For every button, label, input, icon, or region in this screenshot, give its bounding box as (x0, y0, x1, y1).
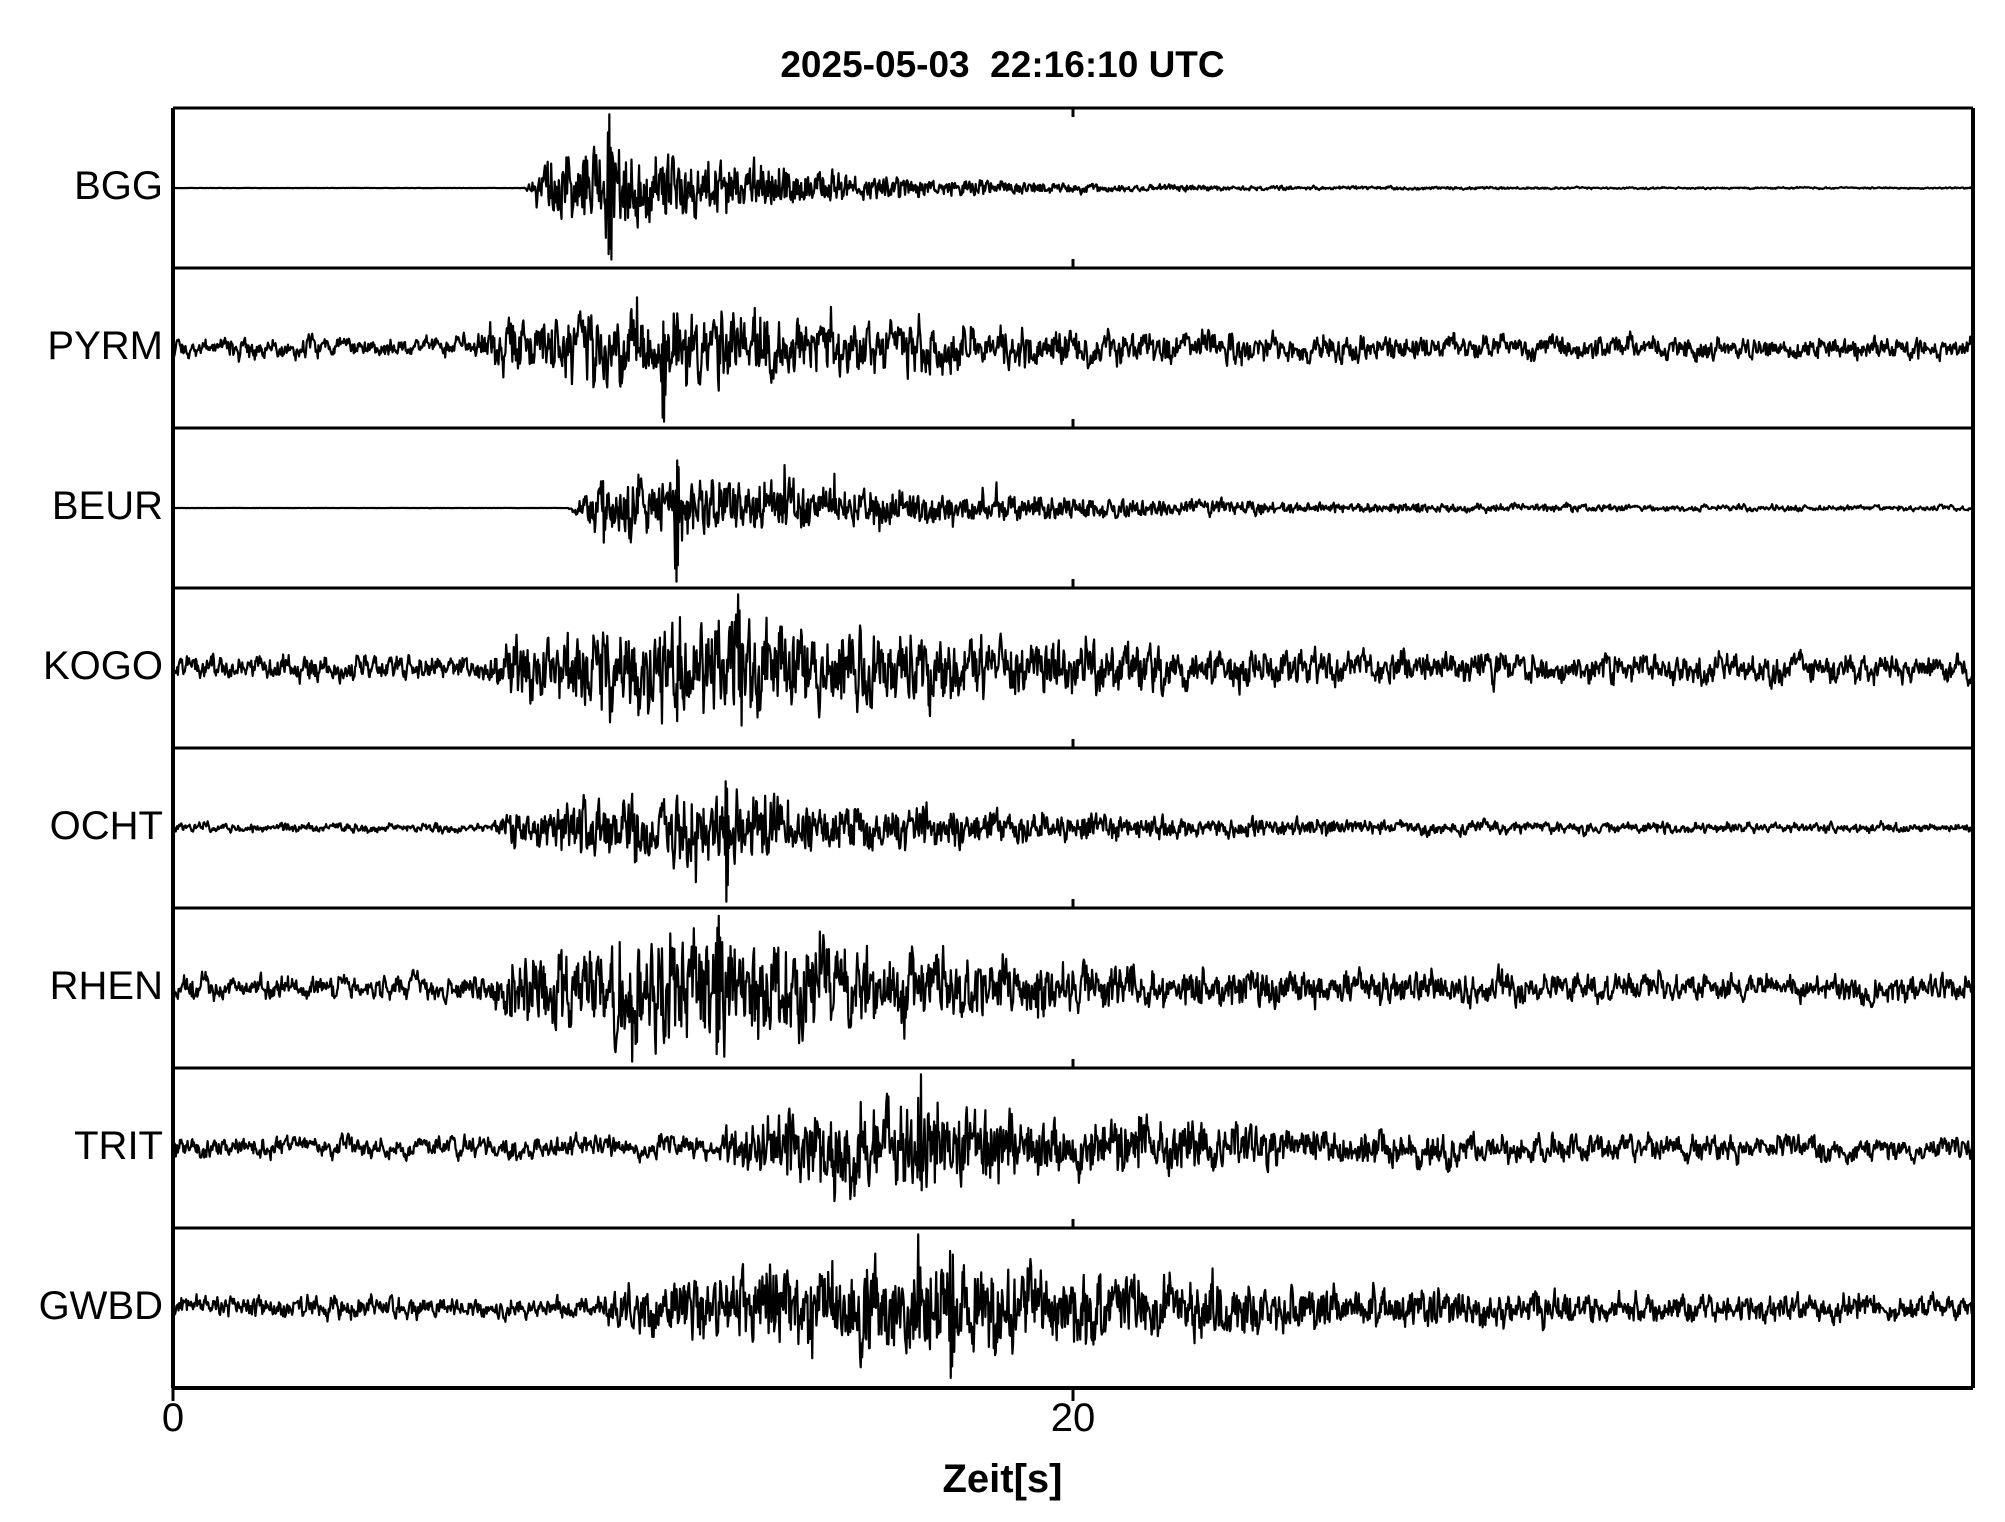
x-tick-label-0: 0 (161, 1396, 185, 1440)
x-tick-label-20: 20 (1050, 1396, 1096, 1440)
waveform-trace-pyrm (175, 296, 1971, 423)
page-title: 2025-05-03 22:16:10 UTC (780, 44, 1225, 85)
station-label-gwbd: GWBD (38, 1284, 163, 1328)
station-label-ocht: OCHT (49, 804, 163, 848)
waveform-trace-kogo (175, 593, 1971, 727)
waveform-trace-gwbd (175, 1233, 1971, 1379)
station-label-trit: TRIT (74, 1124, 163, 1168)
trace-group (175, 113, 1971, 1379)
x-axis-label: Zeit[s] (942, 1457, 1063, 1501)
station-label-beur: BEUR (51, 484, 163, 528)
axis-ticks (171, 108, 1075, 1401)
station-label-rhen: RHEN (49, 964, 163, 1008)
waveform-trace-bgg (175, 113, 1971, 261)
waveform-trace-beur (175, 459, 1971, 583)
waveform-trace-ocht (175, 780, 1971, 903)
station-label-kogo: KOGO (42, 644, 163, 688)
station-label-bgg: BGG (74, 164, 163, 208)
station-label-pyrm: PYRM (47, 324, 163, 368)
waveform-trace-rhen (175, 914, 1971, 1063)
waveform-trace-trit (175, 1073, 1971, 1203)
